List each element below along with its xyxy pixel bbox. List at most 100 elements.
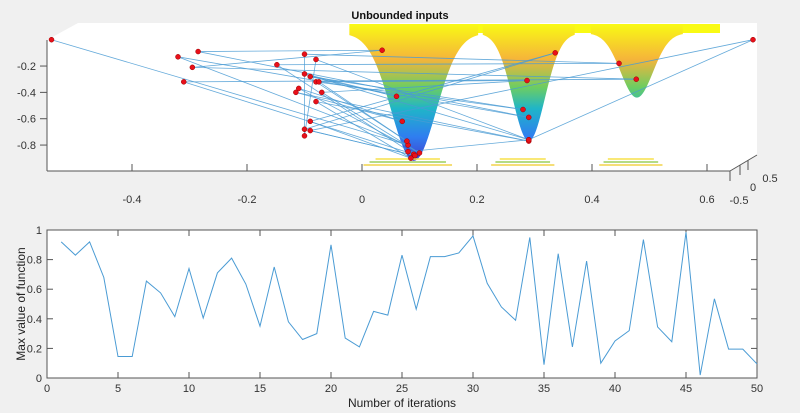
x-tick-label: -0.4 bbox=[123, 194, 142, 206]
bottom-axes-background bbox=[46, 229, 758, 379]
trajectory-segment bbox=[51, 39, 409, 146]
y-tick-label: 0 bbox=[36, 373, 42, 385]
trajectory-segment bbox=[183, 78, 637, 83]
z-tick-label: -0.6 bbox=[17, 114, 36, 126]
x-tick-label: 40 bbox=[609, 383, 621, 395]
x-tick-label: 50 bbox=[751, 383, 763, 395]
trajectory-point bbox=[274, 61, 280, 68]
trajectory-segment bbox=[321, 92, 420, 154]
trajectory-segment bbox=[310, 130, 415, 156]
x-tick-label: 0 bbox=[359, 194, 365, 206]
trajectory-segment bbox=[276, 64, 414, 155]
trajectory-point bbox=[48, 36, 55, 43]
trajectory-point bbox=[175, 54, 181, 60]
trajectory-segment bbox=[192, 66, 637, 80]
top-chart-title: Unbounded inputs bbox=[351, 10, 448, 22]
trajectory-point bbox=[520, 106, 526, 113]
trajectory-segment bbox=[321, 80, 528, 93]
trajectory-point bbox=[195, 48, 201, 55]
z-tick-label: -0.8 bbox=[17, 140, 36, 152]
trajectory-point bbox=[526, 137, 532, 143]
trajectory-point bbox=[296, 85, 302, 92]
trajectory-point bbox=[524, 77, 530, 84]
trajectory-point bbox=[633, 76, 640, 82]
x-tick-label: 20 bbox=[325, 383, 337, 395]
trajectory-point bbox=[307, 127, 313, 134]
depth-tick-label: 0.5 bbox=[762, 173, 777, 185]
x-tick-label: 10 bbox=[183, 383, 195, 395]
trajectory-point bbox=[393, 93, 400, 100]
x-tick-label: 30 bbox=[467, 383, 479, 395]
trajectory-segment bbox=[310, 52, 556, 122]
trajectory-segment bbox=[528, 39, 754, 141]
x-tick-label: 5 bbox=[115, 383, 121, 395]
trajectory-lines bbox=[51, 39, 754, 159]
trajectory-point bbox=[616, 60, 622, 67]
depth-tick-label: -0.5 bbox=[730, 195, 749, 207]
x-tick-label: 45 bbox=[680, 383, 692, 395]
trajectory-point bbox=[379, 47, 385, 53]
trajectory-point bbox=[404, 138, 410, 144]
y-tick-label: 0.2 bbox=[27, 343, 42, 355]
trajectory-point bbox=[313, 98, 319, 105]
trajectory-point bbox=[181, 79, 187, 85]
trajectory-point bbox=[552, 50, 558, 56]
trajectory-segment bbox=[276, 63, 620, 66]
trajectory-point bbox=[316, 79, 322, 85]
x-tick-label: 35 bbox=[538, 383, 550, 395]
series-line bbox=[60, 232, 758, 376]
x-tick-label: 15 bbox=[254, 383, 266, 395]
trajectory-point bbox=[405, 148, 411, 155]
x-axis-label: Number of iterations bbox=[348, 396, 456, 410]
x-tick-label: 25 bbox=[396, 383, 408, 395]
top-ticks: -0.4 -0.2 0 0.2 0.4 0.6 -0.2 -0.4 -0.6 -0.8 bbox=[17, 61, 749, 206]
depth-tick-label: 0 bbox=[750, 182, 756, 194]
trajectory-point bbox=[750, 36, 756, 43]
trajectory-segment bbox=[315, 101, 412, 159]
z-tick-label: -0.4 bbox=[17, 87, 36, 99]
trajectory-segment bbox=[310, 39, 754, 131]
trajectory-point bbox=[416, 150, 423, 156]
y-tick-label: 0.8 bbox=[27, 255, 42, 267]
trajectory-segment bbox=[295, 91, 403, 122]
trajectory-segment bbox=[304, 53, 620, 64]
x-tick-label: 0.2 bbox=[469, 194, 484, 206]
trajectory-point bbox=[189, 64, 196, 71]
trajectory-point bbox=[319, 89, 325, 96]
top-depth-axis bbox=[729, 154, 758, 172]
trajectory-points bbox=[48, 36, 756, 161]
trajectory-point bbox=[526, 114, 532, 121]
bottom-ticks: 0 5 10 15 20 25 30 35 40 45 50 0 0.2 0.4 0.6 0.8 1 bbox=[27, 225, 763, 395]
trajectory-segment bbox=[198, 49, 383, 52]
surface-well bbox=[590, 24, 683, 98]
trajectory-point bbox=[301, 51, 308, 57]
trajectory-point bbox=[301, 133, 308, 139]
trajectory-segment bbox=[315, 81, 524, 110]
trajectory-segment bbox=[177, 56, 409, 146]
trajectory-point bbox=[313, 56, 319, 63]
trajectory-point bbox=[301, 126, 308, 133]
trajectory-segment bbox=[304, 59, 317, 136]
y-tick-label: 0.6 bbox=[27, 284, 42, 296]
trajectory-segment bbox=[304, 52, 556, 130]
trajectory-point bbox=[412, 152, 418, 159]
y-tick-label: 0.4 bbox=[27, 314, 42, 326]
trajectory-segment bbox=[295, 91, 529, 142]
trajectory-point bbox=[307, 73, 313, 80]
x-tick-label: 0.4 bbox=[584, 194, 599, 206]
x-tick-label: 0 bbox=[44, 383, 50, 395]
z-tick-label: -0.2 bbox=[17, 61, 36, 73]
trajectory-segment bbox=[315, 59, 529, 141]
x-tick-label: 0.6 bbox=[699, 194, 714, 206]
trajectory-segment bbox=[192, 49, 383, 68]
trajectory-point bbox=[293, 89, 299, 96]
y-axis-label: Max value of function bbox=[14, 247, 28, 360]
x-tick-label: -0.2 bbox=[238, 194, 257, 206]
trajectory-point bbox=[301, 71, 308, 77]
trajectory-point bbox=[399, 118, 405, 125]
trajectory-point bbox=[408, 155, 414, 161]
trajectory-segment bbox=[315, 101, 529, 142]
trajectory-segment bbox=[318, 80, 528, 83]
trajectory-segment bbox=[407, 139, 529, 153]
